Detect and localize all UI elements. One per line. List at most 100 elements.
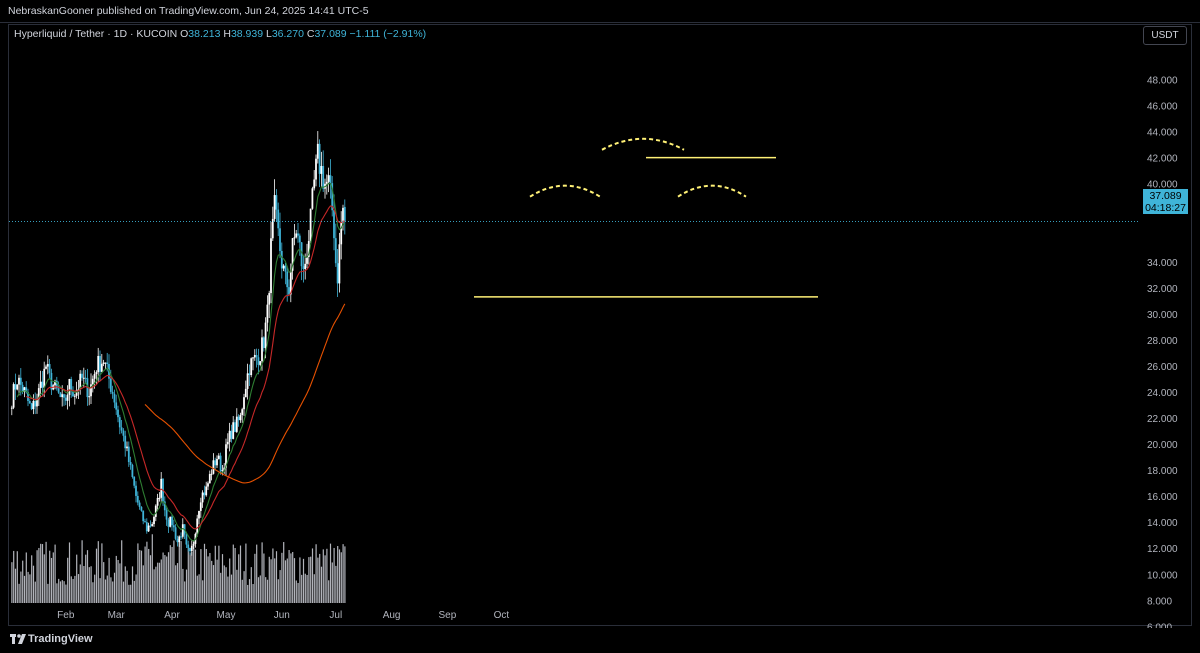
candle-body [45, 366, 47, 369]
volume-bar [245, 543, 247, 603]
currency-button[interactable]: USDT [1143, 26, 1187, 45]
volume-bar [214, 545, 216, 603]
volume-bar [198, 574, 200, 603]
y-tick-label: 10.000 [1147, 570, 1178, 581]
candle-body [30, 403, 33, 410]
candle-body [77, 389, 80, 391]
candle-body [95, 372, 98, 375]
volume-bar [70, 576, 72, 603]
candle-body [244, 388, 247, 398]
candle-body [313, 179, 316, 189]
candle-body [199, 502, 202, 511]
x-tick-label: Jul [329, 610, 342, 621]
volume-bar [340, 552, 342, 603]
candle-body [255, 354, 258, 358]
volume-bar [32, 565, 35, 603]
volume-bar [108, 557, 110, 603]
candle-body [68, 379, 71, 396]
candle-body [154, 505, 157, 517]
volume-bar [27, 571, 29, 603]
candle-body [336, 263, 339, 284]
candle-body [201, 492, 204, 503]
candle-body [277, 209, 280, 229]
x-tick-label: Apr [164, 610, 180, 621]
volume-bar [94, 574, 96, 603]
right-shoulder-arc [677, 184, 747, 198]
candle-body [97, 355, 100, 373]
candle-body [325, 181, 328, 184]
volume-bar [104, 579, 107, 603]
candle-body [91, 378, 94, 385]
last-price-value: 37.089 [1149, 190, 1182, 202]
volume-bar [151, 534, 153, 603]
candle-body [340, 222, 343, 245]
volume-bar [292, 551, 294, 603]
close-value: 37.089 [314, 28, 347, 40]
candle-body [136, 495, 139, 503]
volume-bar [329, 543, 332, 603]
candle-body [70, 379, 73, 391]
candle-body [36, 399, 38, 407]
open-value: 38.213 [188, 28, 221, 40]
volume-bar [184, 581, 186, 603]
volume-bar [248, 579, 251, 603]
volume-bar [301, 574, 303, 603]
candle-body [286, 271, 289, 288]
candle-body [151, 524, 154, 526]
candle-body [334, 238, 337, 264]
tradingview-logo-icon[interactable] [10, 633, 26, 645]
volume-bar [182, 568, 184, 603]
candle-body [322, 165, 325, 189]
candle-body [124, 435, 127, 449]
candle-body [25, 387, 28, 393]
volume-bar [193, 542, 195, 603]
candle-body [291, 238, 294, 271]
volume-bar [54, 544, 56, 603]
y-tick-label: 32.000 [1147, 284, 1178, 295]
candle-body [127, 446, 130, 463]
candle-body [198, 510, 200, 519]
candle-body [235, 416, 238, 432]
volume-bar [164, 555, 166, 603]
volume-bar [310, 556, 312, 603]
y-tick-label: 16.000 [1147, 492, 1178, 503]
high-value: 38.939 [230, 28, 264, 40]
volume-bar [275, 551, 278, 603]
candle-body [178, 536, 181, 543]
x-tick-label: Aug [383, 610, 401, 621]
volume-bar [207, 556, 209, 603]
candle-body [203, 492, 206, 496]
candle-body [111, 391, 114, 394]
low-label: L [265, 28, 272, 40]
candle-body [32, 400, 35, 410]
volume-bar [74, 575, 76, 603]
x-tick-label: Feb [57, 610, 75, 621]
candle-body [196, 518, 199, 534]
candle-body [329, 175, 332, 184]
y-tick-label: 18.000 [1147, 466, 1178, 477]
volume-bar [11, 562, 13, 603]
candle-body [223, 467, 226, 471]
volume-bar [283, 542, 285, 603]
volume-bar [117, 559, 119, 603]
candle-body [19, 377, 22, 385]
candle-body [106, 362, 109, 364]
candle-body [320, 165, 323, 174]
symbol-name: Hyperliquid / Tether · 1D · KUCOIN [14, 28, 178, 40]
volume-bar [34, 581, 36, 603]
volume-bar [61, 580, 63, 603]
candle-body [246, 373, 249, 389]
volume-bar [234, 548, 236, 603]
candle-body [261, 337, 263, 362]
volume-bar [103, 562, 105, 603]
volume-bar [173, 540, 175, 603]
candle-body [14, 384, 17, 390]
candle-body [16, 384, 19, 390]
volume-bar [180, 541, 182, 603]
volume-bar [218, 545, 220, 603]
candle-body [288, 287, 290, 295]
volume-bar [274, 558, 276, 603]
candle-body [55, 380, 58, 389]
tradingview-brand[interactable]: TradingView [28, 633, 93, 645]
